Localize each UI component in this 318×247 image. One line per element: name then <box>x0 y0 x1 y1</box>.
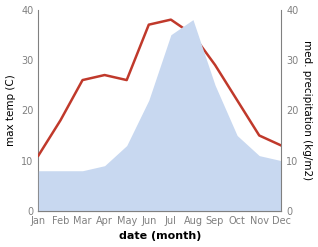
Y-axis label: med. precipitation (kg/m2): med. precipitation (kg/m2) <box>302 40 313 180</box>
Y-axis label: max temp (C): max temp (C) <box>5 74 16 146</box>
X-axis label: date (month): date (month) <box>119 231 201 242</box>
